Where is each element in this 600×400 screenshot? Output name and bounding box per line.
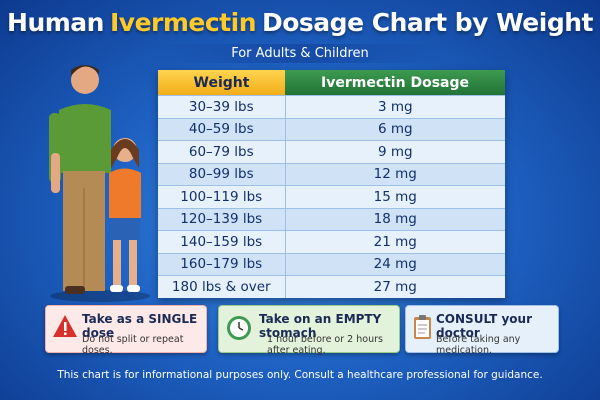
- footer: This chart is for informational purposes…: [57, 369, 543, 381]
- clipboard-icon: [414, 315, 431, 339]
- table-cell: 40–59 lbs: [158, 117, 286, 141]
- subtitle: For Adults & Children: [150, 44, 450, 63]
- table-cell: 100–119 lbs: [158, 185, 286, 208]
- table-row: 30–39 lbs 3 mg: [158, 95, 505, 118]
- table-cell: 120–139 lbs: [158, 207, 286, 231]
- table-body: 30–39 lbs 3 mg 40–59 lbs 6 mg 60–79 lbs 9 mg 8…: [158, 95, 505, 298]
- table-cell: 21 mg: [285, 230, 505, 253]
- table-cell: 3 mg: [285, 95, 505, 118]
- title-part: Human: [7, 8, 104, 37]
- table-cell: 30–39 lbs: [158, 95, 286, 118]
- dosage-table: Weight Ivermectin Dosage 30–39 lbs 3 mg 40–5…: [158, 70, 505, 298]
- table-cell: 80–99 lbs: [158, 162, 286, 186]
- table-row: 40–59 lbs 6 mg: [158, 117, 505, 141]
- note-box: CONSULT your doctor Before taking any me…: [405, 305, 559, 356]
- title-part: Dosage Chart by Weight: [262, 8, 593, 37]
- note-title: Take as a SINGLE dose: [82, 312, 198, 340]
- table-row: 80–99 lbs 12 mg: [158, 162, 505, 186]
- table-cell: 18 mg: [285, 207, 505, 231]
- people-illustration: [49, 65, 150, 302]
- note-box: Take as a SINGLE dose Do not split or re…: [45, 305, 207, 356]
- table-cell: 12 mg: [285, 162, 505, 186]
- note-title: Take on an EMPTY stomach: [259, 312, 382, 340]
- table-row: 100–119 lbs 15 mg: [158, 185, 505, 208]
- title-highlight: Ivermectin: [109, 8, 257, 37]
- table-cell: 9 mg: [285, 140, 505, 163]
- table-cell: 60–79 lbs: [158, 140, 286, 163]
- table-cell: 27 mg: [285, 275, 505, 298]
- table-row: 160–179 lbs 24 mg: [158, 252, 505, 276]
- title: Human Ivermectin Dosage Chart by Weight: [0, 8, 600, 37]
- header-row: Weight Ivermectin Dosage: [158, 70, 505, 96]
- column-header: Weight: [158, 70, 285, 96]
- table-cell: 15 mg: [285, 185, 505, 208]
- table-cell: 140–159 lbs: [158, 230, 286, 253]
- column-header: Ivermectin Dosage: [285, 70, 505, 96]
- table-cell: 24 mg: [285, 252, 505, 276]
- table-cell: 6 mg: [285, 117, 505, 141]
- table-row: 140–159 lbs 21 mg: [158, 230, 505, 253]
- note-text: Do not split or repeat doses.: [82, 334, 184, 356]
- clock-icon: [227, 316, 251, 340]
- note-box: Take on an EMPTY stomach 1 hour before o…: [218, 305, 400, 356]
- table-row: 180 lbs & over 27 mg: [158, 275, 505, 298]
- note-text: 1 hour before or 2 hours after eating.: [267, 334, 383, 356]
- table-row: 60–79 lbs 9 mg: [158, 140, 505, 163]
- table-cell: 180 lbs & over: [158, 275, 286, 298]
- note-text: Before taking any medication.: [436, 334, 521, 356]
- warning-icon: [53, 315, 77, 337]
- note-title: CONSULT your doctor: [436, 312, 532, 340]
- table-row: 120–139 lbs 18 mg: [158, 207, 505, 231]
- table-cell: 160–179 lbs: [158, 252, 286, 276]
